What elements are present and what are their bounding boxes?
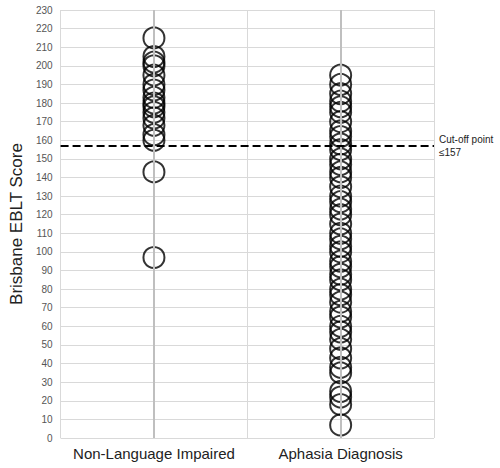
svg-text:130: 130 [36,191,53,202]
svg-text:20: 20 [41,395,53,406]
svg-text:70: 70 [41,302,53,313]
svg-text:Aphasia Diagnosis: Aphasia Diagnosis [279,445,403,462]
svg-text:≤157: ≤157 [439,147,462,158]
svg-text:230: 230 [36,5,53,16]
svg-text:110: 110 [37,228,53,239]
svg-text:120: 120 [36,209,53,220]
svg-text:170: 170 [36,116,53,127]
svg-text:40: 40 [41,358,53,369]
svg-text:100: 100 [36,246,53,257]
svg-text:220: 220 [36,23,53,34]
svg-text:210: 210 [36,42,53,53]
svg-text:140: 140 [36,172,53,183]
svg-text:150: 150 [36,153,53,164]
svg-text:80: 80 [41,284,53,295]
svg-text:10: 10 [41,414,53,425]
svg-text:180: 180 [36,98,53,109]
svg-text:Cut-off point: Cut-off point [439,134,496,145]
svg-text:200: 200 [36,60,53,71]
svg-text:30: 30 [41,377,53,388]
svg-text:0: 0 [47,433,53,444]
svg-text:50: 50 [41,339,53,350]
svg-text:90: 90 [41,265,53,276]
svg-text:Non-Language Impaired: Non-Language Impaired [73,445,235,462]
svg-text:Brisbane EBLT Score: Brisbane EBLT Score [7,143,26,305]
svg-text:60: 60 [41,321,53,332]
svg-text:160: 160 [36,135,53,146]
svg-text:190: 190 [36,79,53,90]
